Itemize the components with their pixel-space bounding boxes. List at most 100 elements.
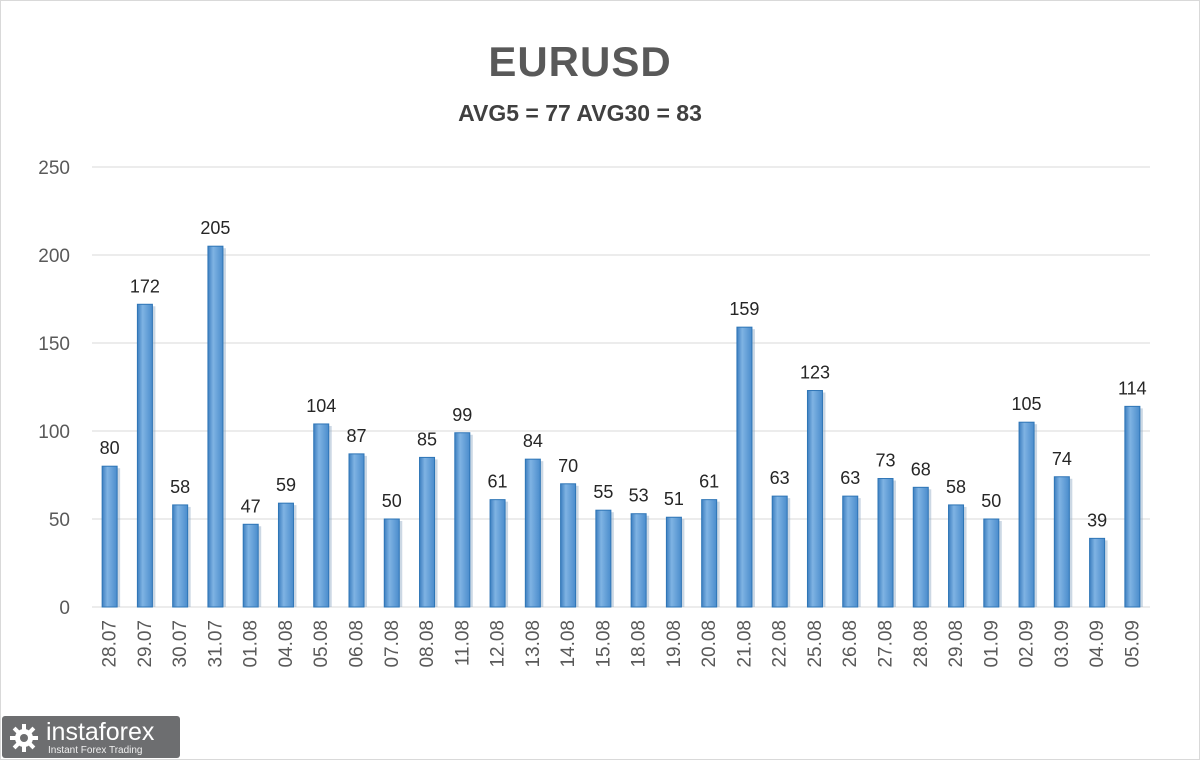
y-tick-label: 0 [59,598,70,619]
y-tick-label: 250 [38,158,70,179]
x-tick-label: 29.08 [946,620,967,668]
x-tick-label: 28.07 [100,620,121,668]
data-label: 84 [523,431,543,451]
instaforex-logo: instaforex Instant Forex Trading [2,716,180,758]
bar [277,502,294,608]
bar [1053,476,1070,608]
bar [842,495,859,608]
bar [207,245,224,608]
x-tick-label: 04.08 [276,620,297,668]
data-label: 61 [699,472,719,492]
x-tick-label: 27.08 [876,620,897,668]
data-label: 47 [241,496,261,516]
x-tick-label: 06.08 [347,620,368,668]
data-label: 58 [946,477,966,497]
bar [524,458,541,608]
bar [101,465,118,608]
bar [948,504,965,608]
bar [701,499,718,608]
bar [454,432,471,608]
x-tick-label: 21.08 [734,620,755,668]
bar [383,518,400,608]
x-tick-label: 11.08 [452,620,473,666]
bar [983,518,1000,608]
x-tick-label: 22.08 [770,620,791,668]
bar [489,499,506,608]
x-tick-label: 25.08 [805,620,826,668]
bar [348,453,365,608]
x-tick-label: 29.07 [135,620,156,668]
data-label: 80 [100,438,120,458]
data-label: 63 [770,468,790,488]
data-label: 85 [417,429,437,449]
bar [665,516,682,608]
y-tick-label: 150 [38,334,70,355]
data-label: 55 [593,482,613,502]
x-tick-label: 15.08 [593,620,614,668]
bar [630,513,647,608]
logo-tagline: Instant Forex Trading [48,745,143,756]
bar [771,495,788,608]
x-tick-label: 26.08 [840,620,861,668]
data-label: 50 [382,491,402,511]
bar [560,483,577,608]
x-tick-label: 28.08 [911,620,932,668]
x-tick-label: 18.08 [629,620,650,668]
bar [313,423,330,608]
data-label: 172 [130,276,160,296]
data-label: 59 [276,475,296,495]
x-tick-label: 02.09 [1017,620,1038,668]
bar [419,456,436,608]
x-tick-label: 30.07 [170,620,191,668]
bar [172,504,189,608]
data-label: 58 [170,477,190,497]
data-label: 159 [729,299,759,319]
logo-gear-icon [10,724,38,752]
data-label: 87 [346,426,366,446]
bar [595,509,612,608]
data-label: 123 [800,363,830,383]
bar [806,390,823,608]
data-label: 205 [200,218,230,238]
x-tick-label: 03.09 [1052,620,1073,668]
x-tick-label: 20.08 [699,620,720,668]
x-tick-label: 12.08 [488,620,509,668]
logo-name: instaforex [46,718,155,746]
bar [242,523,259,608]
x-tick-label: 07.08 [382,620,403,668]
x-tick-label: 08.08 [417,620,438,668]
bar [1089,537,1106,608]
data-label: 114 [1118,378,1147,398]
chart-title: EURUSD [488,38,672,85]
data-label: 73 [875,451,895,471]
data-label: 104 [306,396,336,416]
data-label: 39 [1087,510,1107,530]
bar [912,486,929,608]
data-label: 50 [981,491,1001,511]
x-tick-label: 31.07 [205,620,226,668]
data-label: 51 [664,489,684,509]
x-tick-label: 01.09 [981,620,1002,668]
y-tick-label: 50 [49,510,70,531]
data-label: 53 [629,486,649,506]
data-label: 105 [1012,394,1042,414]
data-label: 61 [488,472,508,492]
bar [736,326,753,608]
y-tick-label: 100 [38,422,70,443]
bar [1018,421,1035,608]
x-tick-label: 01.08 [241,620,262,668]
bar [1124,405,1141,608]
x-tick-label: 05.08 [311,620,332,668]
data-label: 68 [911,459,931,479]
bar [877,478,894,608]
data-label: 99 [452,405,472,425]
chart-subtitle: AVG5 = 77 AVG30 = 83 [458,100,702,126]
data-label: 74 [1052,449,1072,469]
y-tick-label: 200 [38,246,70,267]
x-tick-label: 05.09 [1122,620,1143,668]
x-tick-label: 14.08 [558,620,579,668]
bar [136,303,153,608]
data-label: 63 [840,468,860,488]
x-tick-label: 04.09 [1087,620,1108,668]
